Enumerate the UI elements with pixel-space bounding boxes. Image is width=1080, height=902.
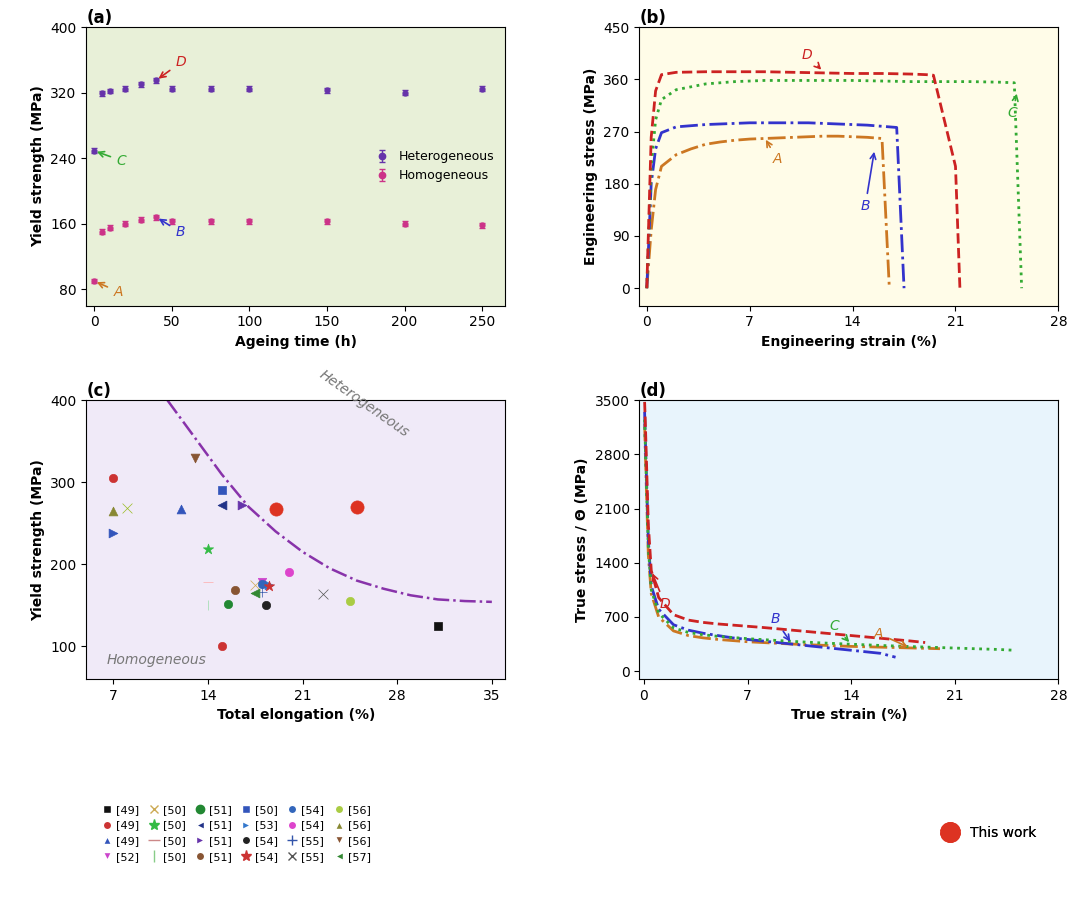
X-axis label: Engineering strain (%): Engineering strain (%) bbox=[760, 335, 937, 349]
Text: $B$: $B$ bbox=[770, 612, 789, 640]
Text: $A$: $A$ bbox=[98, 282, 124, 299]
Point bbox=[281, 566, 298, 580]
X-axis label: True strain (%): True strain (%) bbox=[791, 708, 907, 723]
Point bbox=[260, 579, 278, 594]
Point bbox=[213, 498, 230, 512]
Point bbox=[105, 503, 122, 518]
Point bbox=[341, 594, 359, 608]
Text: Homogeneous: Homogeneous bbox=[107, 653, 206, 667]
Y-axis label: True stress / Θ (MPa): True stress / Θ (MPa) bbox=[575, 457, 589, 621]
Point bbox=[200, 542, 217, 557]
Text: $D$: $D$ bbox=[160, 55, 187, 78]
Point bbox=[200, 575, 217, 589]
Text: $A$: $A$ bbox=[767, 142, 783, 167]
Text: (d): (d) bbox=[639, 382, 666, 400]
Text: $A$: $A$ bbox=[874, 627, 906, 647]
Point bbox=[186, 450, 203, 465]
X-axis label: Total elongation (%): Total elongation (%) bbox=[217, 708, 375, 723]
Point bbox=[200, 598, 217, 612]
Point bbox=[246, 577, 264, 592]
Y-axis label: Engineering stress (MPa): Engineering stress (MPa) bbox=[583, 68, 597, 265]
X-axis label: Ageing time (h): Ageing time (h) bbox=[234, 335, 356, 349]
Text: $C$: $C$ bbox=[98, 152, 127, 168]
Legend: Heterogeneous, Homogeneous: Heterogeneous, Homogeneous bbox=[365, 145, 499, 188]
Point bbox=[429, 619, 446, 633]
Text: $D$: $D$ bbox=[652, 575, 671, 611]
Text: (b): (b) bbox=[639, 9, 666, 27]
Text: Heterogeneous: Heterogeneous bbox=[316, 368, 411, 440]
Point bbox=[105, 526, 122, 540]
Point bbox=[254, 584, 271, 599]
Y-axis label: Yield strength (MPa): Yield strength (MPa) bbox=[30, 86, 44, 247]
Point bbox=[257, 598, 274, 612]
Point bbox=[227, 584, 244, 598]
Point bbox=[246, 585, 264, 600]
Point bbox=[219, 596, 237, 611]
Point bbox=[267, 502, 284, 517]
Point bbox=[260, 577, 278, 592]
Point bbox=[314, 586, 332, 601]
Text: $C$: $C$ bbox=[829, 619, 848, 640]
Point bbox=[105, 471, 122, 485]
Text: (a): (a) bbox=[86, 9, 112, 27]
Text: $B$: $B$ bbox=[160, 219, 186, 239]
Text: $C$: $C$ bbox=[1007, 96, 1018, 120]
Point bbox=[213, 483, 230, 498]
Text: $B$: $B$ bbox=[860, 153, 876, 213]
Legend: This work: This work bbox=[931, 821, 1042, 846]
Point bbox=[119, 501, 136, 515]
Point bbox=[173, 502, 190, 517]
Point bbox=[254, 576, 271, 591]
Text: (c): (c) bbox=[86, 382, 111, 400]
Point bbox=[348, 500, 365, 514]
Y-axis label: Yield strength (MPa): Yield strength (MPa) bbox=[30, 459, 44, 621]
Text: $D$: $D$ bbox=[801, 48, 820, 69]
Point bbox=[213, 639, 230, 653]
Point bbox=[233, 498, 251, 512]
Point bbox=[254, 575, 271, 589]
